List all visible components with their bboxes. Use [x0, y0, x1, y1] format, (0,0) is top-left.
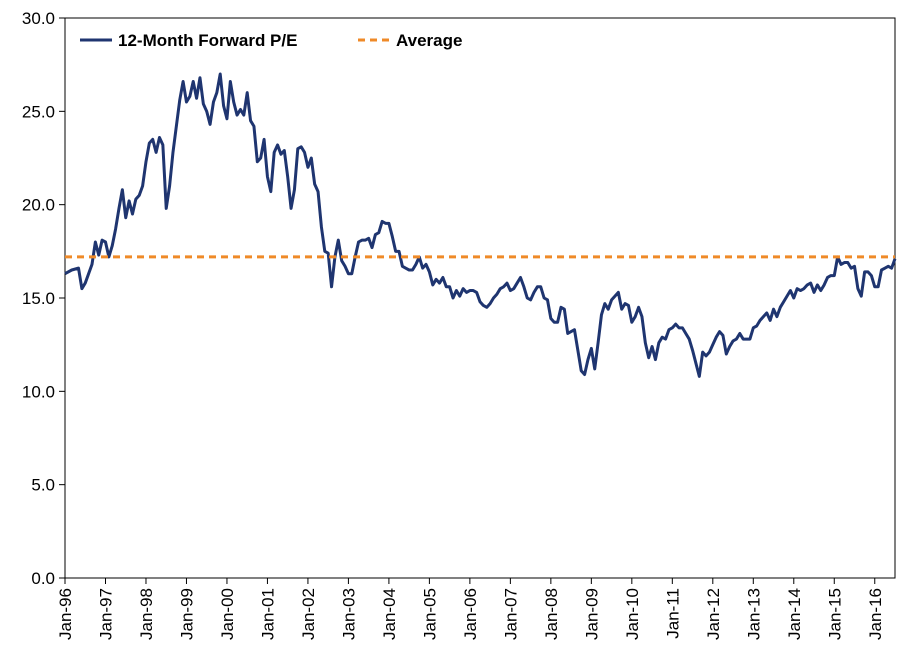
y-tick-label: 20.0 [22, 196, 55, 215]
x-tick-label: Jan-97 [96, 588, 115, 640]
y-tick-label: 30.0 [22, 9, 55, 28]
legend-forward-pe-label: 12-Month Forward P/E [118, 31, 297, 50]
x-tick-label: Jan-14 [785, 588, 804, 640]
x-axis: Jan-96 Jan-97 Jan-98 Jan-99 Jan-00 Jan-01 Jan-… [56, 578, 885, 640]
x-tick-label: Jan-13 [744, 588, 763, 640]
y-axis: 0.0 5.0 10.0 15.0 20.0 25.0 30.0 [22, 9, 65, 588]
x-tick-label: Jan-00 [218, 588, 237, 640]
series-layer [64, 72, 897, 378]
x-tick-label: Jan-08 [542, 588, 561, 640]
series-line-forward-pe [64, 72, 897, 378]
x-tick-label: Jan-15 [825, 588, 844, 640]
x-tick-label: Jan-06 [461, 588, 480, 640]
x-tick-label: Jan-11 [663, 588, 682, 639]
x-tick-label: Jan-10 [623, 588, 642, 640]
x-tick-label: Jan-09 [582, 588, 601, 640]
y-tick-label: 5.0 [31, 476, 55, 495]
x-tick-label: Jan-16 [866, 588, 885, 640]
y-tick-label: 15.0 [22, 289, 55, 308]
x-tick-label: Jan-01 [258, 588, 277, 640]
x-tick-label: Jan-07 [501, 588, 520, 640]
x-tick-label: Jan-04 [380, 588, 399, 640]
x-tick-label: Jan-05 [420, 588, 439, 640]
x-tick-label: Jan-02 [299, 588, 318, 640]
x-tick-label: Jan-96 [56, 588, 75, 640]
x-tick-label: Jan-99 [177, 588, 196, 640]
y-tick-label: 25.0 [22, 102, 55, 121]
x-tick-label: Jan-03 [339, 588, 358, 640]
x-tick-label: Jan-12 [704, 588, 723, 640]
y-tick-label: 0.0 [31, 569, 55, 588]
x-tick-label: Jan-98 [137, 588, 156, 640]
legend-average-label: Average [396, 31, 462, 50]
legend: 12-Month Forward P/E Average [80, 31, 462, 50]
y-tick-label: 10.0 [22, 382, 55, 401]
